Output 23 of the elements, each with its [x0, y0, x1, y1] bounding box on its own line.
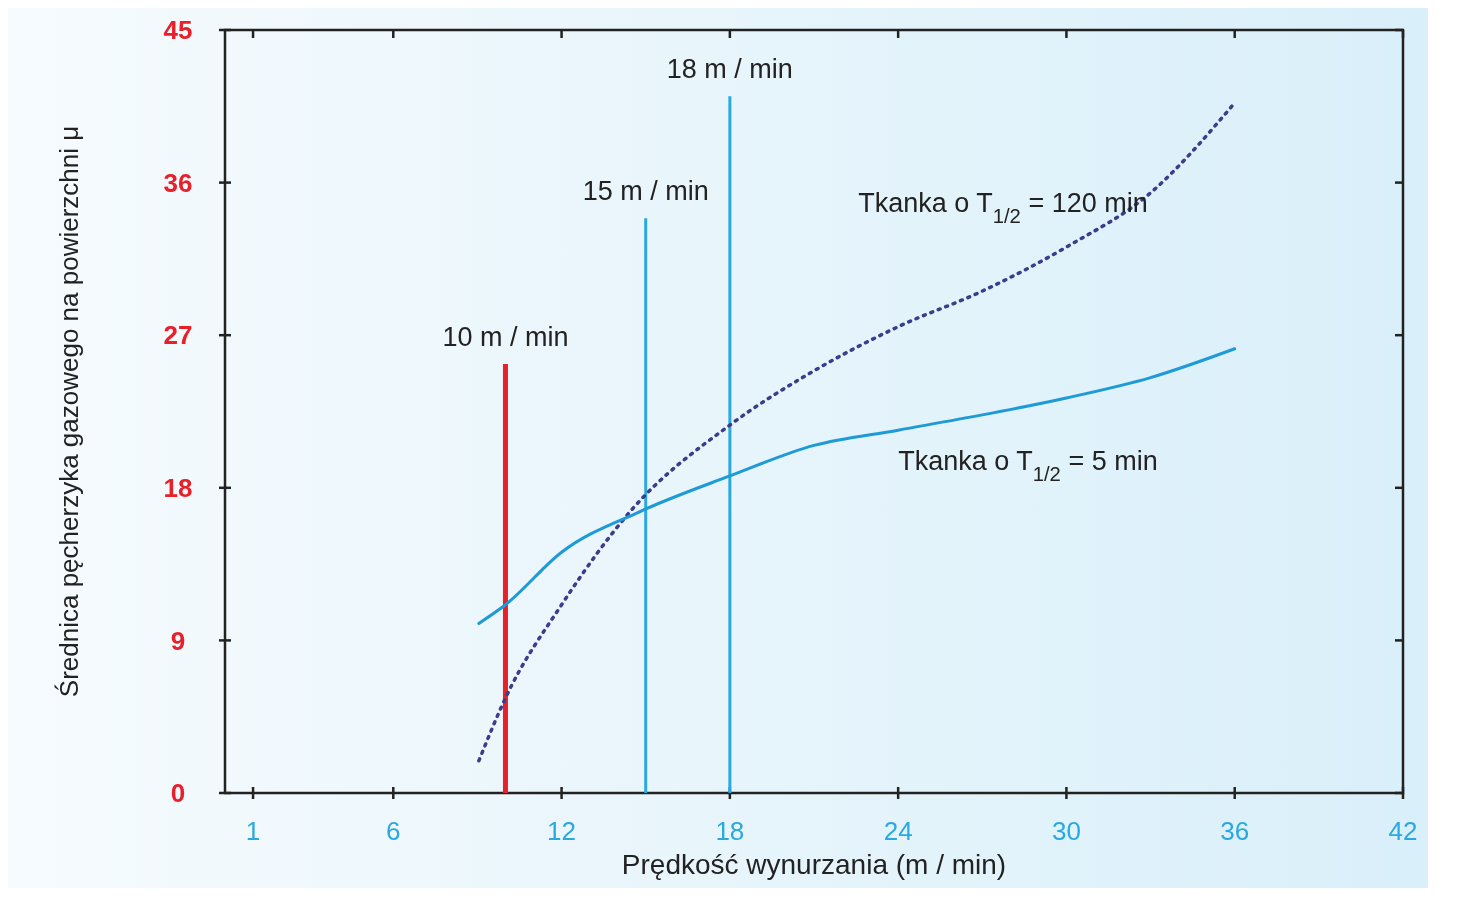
ref-line-label: 18 m / min — [666, 54, 793, 85]
x-tick-label: 42 — [1388, 816, 1418, 847]
y-tick-label: 27 — [163, 320, 193, 351]
y-tick-label: 36 — [163, 167, 193, 198]
x-tick-label: 18 — [715, 816, 745, 847]
x-axis-title: Prędkość wynurzania (m / min) — [621, 849, 1007, 880]
y-tick-label: 18 — [163, 472, 193, 503]
series-label: Tkanka o T$_{1/2}$ = 120 min — [858, 187, 1148, 227]
y-axis-title: Średnica pęcherzyka gazowego na powierzchni μ — [54, 125, 84, 698]
ref-line-label: 10 m / min — [442, 322, 569, 353]
line-series — [477, 101, 1237, 763]
y-tick-label: 0 — [170, 778, 186, 809]
x-tick-label: 6 — [386, 816, 401, 847]
line-series — [477, 347, 1237, 625]
ref-line-label: 15 m / min — [582, 176, 709, 207]
y-tick-label: 9 — [170, 625, 186, 656]
y-tick-label: 45 — [163, 15, 193, 46]
x-tick-label: 30 — [1051, 816, 1081, 847]
x-tick-label: 1 — [245, 816, 261, 847]
x-tick-label: 12 — [547, 816, 577, 847]
series-label: Tkanka o T$_{1/2}$ = 5 min — [898, 446, 1158, 486]
x-tick-label: 24 — [883, 816, 913, 847]
x-tick-label: 36 — [1220, 816, 1250, 847]
